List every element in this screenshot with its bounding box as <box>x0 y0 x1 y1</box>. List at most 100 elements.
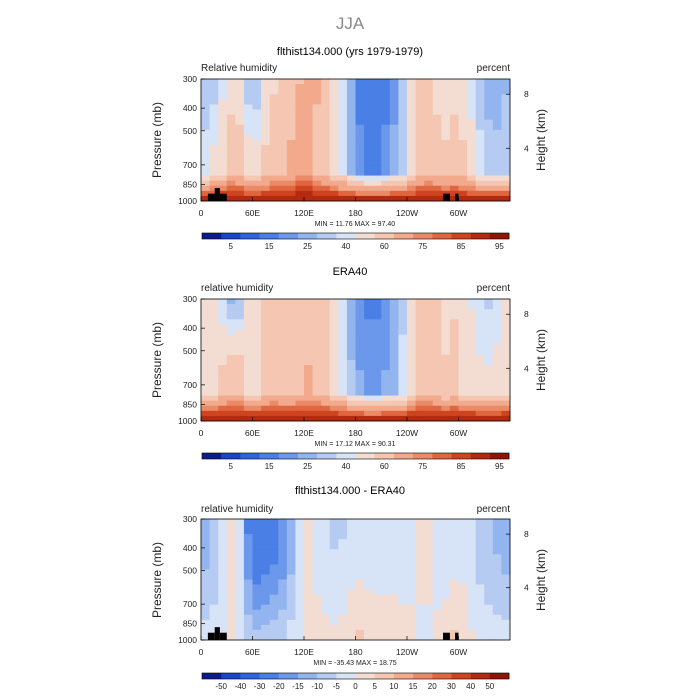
heatmap-cell <box>407 559 416 565</box>
heatmap-cell <box>355 150 365 156</box>
heatmap-cell <box>501 79 511 85</box>
heatmap-cell <box>252 370 262 376</box>
heatmap-cell <box>261 390 271 396</box>
heatmap-cell <box>372 160 382 166</box>
heatmap-cell <box>492 594 502 601</box>
heatmap-cell <box>218 324 228 330</box>
heatmap-cell <box>501 405 511 412</box>
heatmap-cell <box>364 559 374 565</box>
heatmap-cell <box>252 104 262 110</box>
heatmap-cell <box>484 370 494 376</box>
heatmap-cell <box>449 79 459 85</box>
heatmap-cell <box>441 329 451 335</box>
heatmap-cell <box>278 410 288 417</box>
heatmap-cell <box>398 375 408 381</box>
heatmap-cell <box>475 150 485 156</box>
heatmap-cell <box>201 99 210 105</box>
heatmap-cell <box>209 114 219 121</box>
heatmap-cell <box>304 94 313 100</box>
heatmap-cell <box>226 124 236 131</box>
heatmap-cell <box>381 604 391 611</box>
heatmap-cell <box>243 375 253 381</box>
colorbar-label: 15 <box>265 462 274 471</box>
heatmap-cell <box>209 319 219 325</box>
heatmap-cell <box>441 344 451 351</box>
heatmap-cell <box>449 180 459 187</box>
heatmap-cell <box>278 185 288 192</box>
heatmap-cell <box>346 124 356 131</box>
heatmap-cell <box>304 319 313 325</box>
heatmap-cell <box>449 405 459 412</box>
heatmap-cell <box>415 339 425 346</box>
heatmap-cell <box>226 79 236 85</box>
heatmap-cell <box>304 544 313 550</box>
heatmap-cell <box>235 609 245 616</box>
heatmap-cell <box>492 604 502 611</box>
heatmap-cell <box>286 180 296 187</box>
pressure-tick-label: 850 <box>183 180 197 190</box>
colorbar-label: -40 <box>235 682 247 691</box>
heatmap-cell <box>243 604 253 611</box>
heatmap-cell <box>346 365 356 371</box>
heatmap-cell <box>252 329 262 335</box>
heatmap-cell <box>218 629 228 636</box>
heatmap-cell <box>389 549 399 555</box>
heatmap-cell <box>407 99 416 105</box>
heatmap-cell <box>355 370 365 376</box>
heatmap-cell <box>458 365 468 371</box>
heatmap-cell <box>312 594 322 601</box>
heatmap-cell <box>226 180 236 187</box>
heatmap-cell <box>492 634 502 641</box>
heatmap-cell <box>441 124 451 131</box>
heatmap-cell <box>269 529 279 535</box>
heatmap-cell <box>261 104 271 110</box>
heatmap-cell <box>467 614 477 621</box>
heatmap-cell <box>389 569 399 575</box>
heatmap-cell <box>329 360 339 366</box>
heatmap-cell <box>329 629 339 636</box>
heatmap-cell <box>475 380 485 386</box>
heatmap-cell <box>492 165 502 171</box>
heatmap-cell <box>415 539 425 545</box>
heatmap-cell <box>467 334 477 341</box>
heatmap-cell <box>407 400 416 407</box>
heatmap-cell <box>424 145 434 151</box>
heatmap-cell <box>338 140 348 146</box>
heatmap-cell <box>278 624 288 631</box>
heatmap-cell <box>398 549 408 555</box>
heatmap-cell <box>424 604 434 611</box>
heatmap-cell <box>475 375 485 381</box>
colorbar-swatch <box>317 673 337 679</box>
heatmap-cell <box>346 180 356 187</box>
heatmap-cell <box>235 559 245 565</box>
heatmap-cell <box>415 594 425 601</box>
heatmap-cell <box>492 519 502 525</box>
heatmap-cell <box>449 599 459 606</box>
heatmap-cell <box>286 299 296 305</box>
heatmap-cell <box>432 160 442 166</box>
heatmap-cell <box>286 390 296 396</box>
heatmap-cell <box>226 99 236 105</box>
heatmap-cell <box>389 319 399 325</box>
heatmap-cell <box>338 104 348 110</box>
heatmap-cell <box>226 524 236 530</box>
heatmap-cell <box>218 190 228 197</box>
heatmap-cell <box>321 180 331 187</box>
heatmap-cell <box>415 415 425 422</box>
heatmap-cell <box>243 175 253 182</box>
heatmap-cell <box>381 319 391 325</box>
heatmap-cell <box>346 390 356 396</box>
heatmap-cell <box>364 365 374 371</box>
heatmap-cell <box>501 614 511 621</box>
heatmap-cell <box>252 529 262 535</box>
heatmap-cell <box>475 160 485 166</box>
heatmap-cell <box>424 405 434 412</box>
heatmap-cell <box>209 89 219 95</box>
heatmap-cell <box>389 529 399 535</box>
heatmap-cell <box>432 319 442 325</box>
heatmap-cell <box>389 175 399 182</box>
heatmap-cell <box>338 360 348 366</box>
heatmap-cell <box>304 299 313 305</box>
heatmap-cell <box>415 380 425 386</box>
heatmap-cell <box>407 140 416 146</box>
